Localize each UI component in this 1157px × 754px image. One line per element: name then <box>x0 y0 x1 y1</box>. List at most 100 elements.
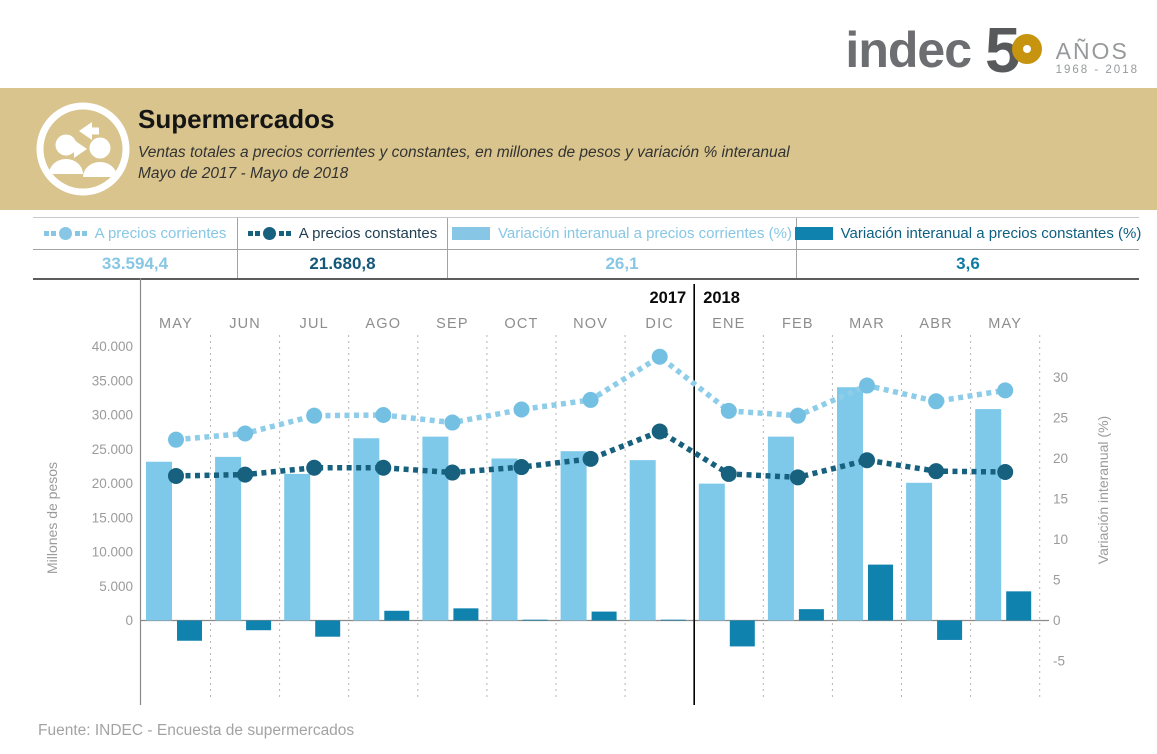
month-label-MAY-12: MAY <box>988 316 1022 332</box>
bar-var-constantes-SEP-2017 <box>453 608 479 621</box>
right-axis-title: Variación interanual (%) <box>1095 416 1111 564</box>
left-tick-20.000: 20.000 <box>92 476 133 491</box>
right-tick-10: 10 <box>1053 532 1068 547</box>
bar-var-corrientes-OCT-2017 <box>491 458 518 621</box>
value-corrientes: 33.594,4 <box>33 249 237 278</box>
subtitle-line1: Ventas totales a precios corrientes y co… <box>138 144 790 161</box>
dot-corrientes-MAR <box>859 377 875 394</box>
indec-logo-text: indec <box>845 22 972 78</box>
left-tick-25.000: 25.000 <box>92 442 133 457</box>
dot-constantes-DIC <box>651 423 668 440</box>
right-tick-20: 20 <box>1053 451 1068 466</box>
right-tick-30: 30 <box>1053 370 1068 385</box>
bar-var-constantes-ABR-2018 <box>937 620 963 640</box>
dot-constantes-OCT <box>513 459 530 476</box>
right-tick-25: 25 <box>1053 411 1068 426</box>
month-label-OCT-5: OCT <box>504 316 538 332</box>
anniversary-caption: AÑOS 1968 - 2018 <box>1055 38 1139 77</box>
bar-var-corrientes-ENE-2018 <box>698 483 725 621</box>
dot-corrientes-ENE <box>720 402 737 419</box>
bar-var-corrientes-JUL-2017 <box>284 473 311 621</box>
dot-constantes-JUL <box>306 459 323 476</box>
year-label-2017: 2017 <box>649 289 686 307</box>
bar-var-constantes-MAY-2017 <box>177 620 202 641</box>
month-label-FEB-9: FEB <box>782 316 814 332</box>
anniversary-label: AÑOS <box>1055 38 1129 64</box>
dot-corrientes-FEB <box>789 407 806 424</box>
right-tick-5: 5 <box>1053 573 1061 588</box>
month-label-MAY-0: MAY <box>159 316 193 332</box>
value-constantes: 21.680,8 <box>237 249 447 278</box>
month-label-ABR-11: ABR <box>919 316 952 332</box>
bar-var-corrientes-DIC-2017 <box>629 460 656 621</box>
left-tick-15.000: 15.000 <box>92 510 133 525</box>
dot-corrientes-ABR <box>928 393 945 410</box>
bar-var-corrientes-NOV-2017 <box>560 451 587 621</box>
month-label-AGO-3: AGO <box>365 316 401 332</box>
people-exchange-icon <box>36 102 130 196</box>
dot-constantes-MAY <box>168 467 184 484</box>
subtitle-line2: Mayo de 2017 - Mayo de 2018 <box>138 165 349 182</box>
chart: MAY JUN JUL AGO SEP OCT NOV DIC ENE FEB MAR ABR MAY 2… <box>44 278 1111 705</box>
dot-constantes-ABR <box>928 463 945 480</box>
legend-var-corrientes: Variación interanual a precios corriente… <box>447 218 796 249</box>
dot-corrientes-SEP <box>444 414 461 431</box>
left-axis-title: Millones de pesos <box>44 462 60 574</box>
dot-corrientes-MAY <box>997 382 1014 399</box>
dot-constantes-JUN <box>237 466 254 483</box>
bar-var-constantes-MAY-2018 <box>1006 591 1032 621</box>
right-tick--5: -5 <box>1053 654 1065 669</box>
dot-corrientes-AGO <box>375 407 392 423</box>
month-label-DIC-7: DIC <box>645 316 674 332</box>
header-band: Supermercados Ventas totales a precios c… <box>0 88 1157 210</box>
legend-constantes: A precios constantes <box>237 218 447 249</box>
dotted-line-marker-light-icon <box>43 227 87 240</box>
dot-corrientes-DIC <box>651 348 668 365</box>
legend-label: Variación interanual a precios constante… <box>840 225 1142 242</box>
bar-var-constantes-DIC-2017 <box>660 619 686 621</box>
legend-label: A precios corrientes <box>94 225 227 242</box>
header-text: Supermercados Ventas totales a precios c… <box>138 104 790 184</box>
bar-var-corrientes-MAY-2017 <box>146 461 172 621</box>
left-tick-35.000: 35.000 <box>92 373 133 388</box>
bar-var-constantes-NOV-2017 <box>591 611 617 621</box>
right-tick-15: 15 <box>1053 492 1068 507</box>
anniversary-ring-icon <box>1011 34 1042 64</box>
month-label-NOV-6: NOV <box>573 316 608 332</box>
left-tick-30.000: 30.000 <box>92 408 133 423</box>
anniversary-years: 1968 - 2018 <box>1055 64 1139 76</box>
left-tick-5.000: 5.000 <box>99 579 133 594</box>
bar-swatch-light-icon <box>451 227 490 240</box>
bar-var-constantes-JUN-2017 <box>246 620 272 631</box>
bar-var-constantes-FEB-2018 <box>798 609 824 621</box>
bar-var-corrientes-SEP-2017 <box>422 436 449 621</box>
bar-var-corrientes-JUN-2017 <box>215 456 242 621</box>
month-label-JUL-2: JUL <box>300 316 329 332</box>
legend-label: A precios constantes <box>298 225 438 242</box>
page-title: Supermercados <box>138 104 335 134</box>
bar-var-corrientes-MAY-2018 <box>975 409 1002 621</box>
month-label-JUN-1: JUN <box>229 316 261 332</box>
dot-corrientes-NOV <box>582 391 599 408</box>
left-tick-10.000: 10.000 <box>92 545 133 560</box>
bar-var-constantes-JUL-2017 <box>315 620 341 637</box>
month-label-ENE-8: ENE <box>712 316 745 332</box>
dot-constantes-MAR <box>859 452 875 469</box>
left-tick-40.000: 40.000 <box>92 339 133 354</box>
dotted-line-marker-dark-icon <box>247 227 291 240</box>
bar-var-constantes-ENE-2018 <box>729 620 755 647</box>
value-var-constantes: 3,6 <box>796 249 1139 278</box>
dot-corrientes-JUL <box>306 407 323 424</box>
dot-constantes-AGO <box>375 459 392 476</box>
value-var-corrientes: 26,1 <box>447 249 796 278</box>
dot-constantes-FEB <box>789 469 806 486</box>
page-subtitle: Ventas totales a precios corrientes y co… <box>138 142 790 184</box>
bar-var-constantes-OCT-2017 <box>522 619 548 621</box>
dot-corrientes-OCT <box>513 401 530 418</box>
legend-var-constantes: Variación interanual a precios constante… <box>794 218 1142 249</box>
left-tick-0: 0 <box>125 613 133 628</box>
dot-constantes-ENE <box>720 465 737 482</box>
legend-corrientes: A precios corrientes <box>33 218 237 249</box>
dot-constantes-MAY <box>997 463 1014 480</box>
